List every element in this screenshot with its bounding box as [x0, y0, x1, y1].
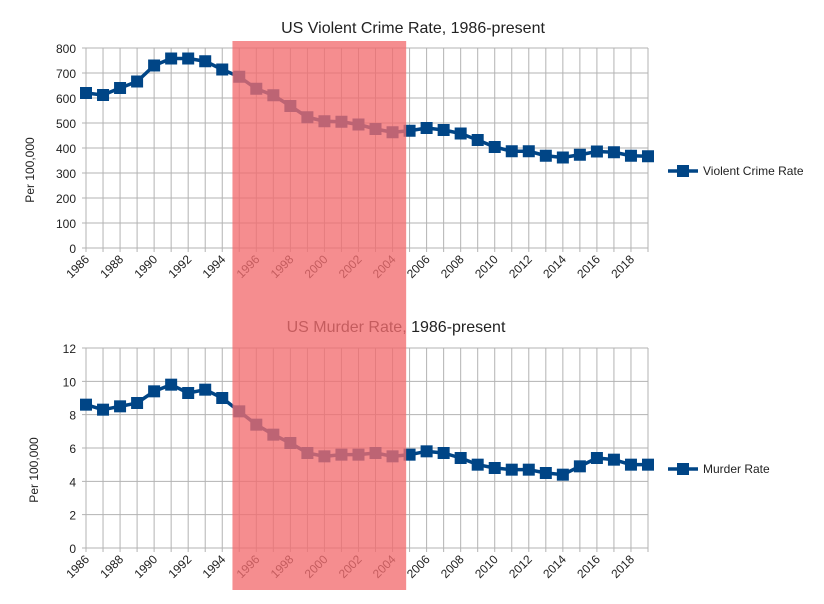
data-point — [573, 460, 586, 473]
data-point — [437, 447, 450, 459]
chart-title: US Violent Crime Rate, 1986-present — [281, 20, 545, 37]
data-point — [454, 127, 467, 140]
data-point — [97, 89, 110, 101]
data-point — [624, 149, 637, 162]
x-tick-label: 2006 — [404, 552, 433, 581]
x-tick-label: 2010 — [472, 252, 501, 281]
x-tick-label: 1992 — [166, 252, 195, 281]
y-tick-label: 0 — [69, 542, 76, 556]
data-point — [539, 149, 552, 162]
data-point — [624, 458, 637, 471]
legend-marker — [677, 463, 689, 475]
data-point — [590, 145, 603, 158]
data-point — [471, 458, 484, 471]
data-point — [403, 448, 416, 461]
x-tick-label: 2014 — [540, 252, 569, 281]
data-point — [454, 452, 467, 464]
y-axis-label: Per 100,000 — [23, 137, 37, 203]
x-tick-label: 1986 — [63, 552, 92, 581]
y-tick-label: 2 — [69, 509, 76, 523]
x-tick-label: 2012 — [506, 552, 535, 581]
y-tick-label: 8 — [69, 409, 76, 423]
y-tick-label: 400 — [56, 142, 76, 156]
x-tick-label: 1986 — [63, 252, 92, 281]
legend-marker — [677, 165, 689, 177]
data-point — [420, 122, 433, 134]
y-tick-label: 100 — [56, 217, 76, 231]
data-point — [607, 146, 620, 159]
data-point — [642, 458, 654, 471]
x-tick-label: 1988 — [97, 552, 126, 581]
x-tick-label: 2018 — [608, 552, 637, 581]
y-tick-label: 700 — [56, 67, 76, 81]
data-point — [131, 397, 144, 409]
data-point — [114, 400, 127, 413]
y-tick-label: 200 — [56, 192, 76, 206]
y-tick-label: 500 — [56, 117, 76, 131]
x-tick-label: 2008 — [438, 552, 467, 581]
y-axis-label: Per 100,000 — [27, 437, 41, 503]
x-tick-label: 2010 — [472, 552, 501, 581]
legend-label: Murder Rate — [703, 462, 770, 476]
data-point — [97, 403, 110, 416]
y-tick-label: 800 — [56, 42, 76, 56]
data-point — [165, 378, 178, 391]
data-point — [420, 445, 433, 458]
data-point — [642, 150, 654, 163]
violent-crime-chart: US Violent Crime Rate, 1986-present Per … — [23, 20, 804, 281]
data-point — [165, 52, 178, 65]
x-tick-label: 1994 — [200, 552, 229, 581]
data-point — [488, 141, 501, 153]
x-tick-label: 2018 — [608, 252, 637, 281]
y-tick-label: 0 — [69, 242, 76, 256]
x-tick-label: 1994 — [200, 252, 229, 281]
y-tick-label: 300 — [56, 167, 76, 181]
x-tick-label: 2016 — [574, 552, 603, 581]
data-point — [148, 59, 161, 72]
data-point — [522, 463, 535, 476]
data-point — [556, 468, 569, 481]
x-tick-label: 1990 — [131, 252, 160, 281]
data-point — [182, 387, 195, 399]
data-point — [590, 452, 603, 464]
data-point — [216, 63, 229, 76]
x-tick-label: 1990 — [131, 552, 160, 581]
data-point — [403, 124, 416, 137]
y-tick-label: 12 — [63, 342, 77, 356]
data-point — [539, 467, 552, 479]
data-point — [556, 151, 569, 164]
x-tick-label: 1988 — [97, 252, 126, 281]
data-point — [437, 124, 450, 136]
x-tick-label: 2012 — [506, 252, 535, 281]
data-point — [148, 385, 161, 398]
x-tick-label: 2006 — [404, 252, 433, 281]
x-tick-label: 2014 — [540, 552, 569, 581]
data-point — [80, 398, 92, 411]
data-point — [488, 462, 501, 474]
legend-label: Violent Crime Rate — [703, 164, 804, 178]
y-tick-label: 4 — [69, 475, 76, 489]
data-point — [505, 463, 518, 476]
x-tick-label: 2008 — [438, 252, 467, 281]
data-point — [505, 145, 518, 158]
data-point — [182, 52, 195, 65]
data-point — [522, 145, 535, 158]
data-point — [114, 82, 127, 94]
data-point — [471, 134, 484, 146]
data-point — [199, 55, 212, 68]
data-point — [199, 383, 212, 396]
y-tick-label: 600 — [56, 92, 76, 106]
y-tick-label: 6 — [69, 442, 76, 456]
highlight-band — [232, 41, 407, 590]
data-point — [573, 148, 586, 161]
data-point — [131, 75, 144, 88]
data-point — [607, 453, 620, 466]
data-point — [216, 392, 229, 404]
x-tick-label: 2016 — [574, 252, 603, 281]
y-tick-label: 10 — [63, 375, 77, 389]
x-tick-label: 1992 — [166, 552, 195, 581]
data-point — [80, 87, 92, 99]
